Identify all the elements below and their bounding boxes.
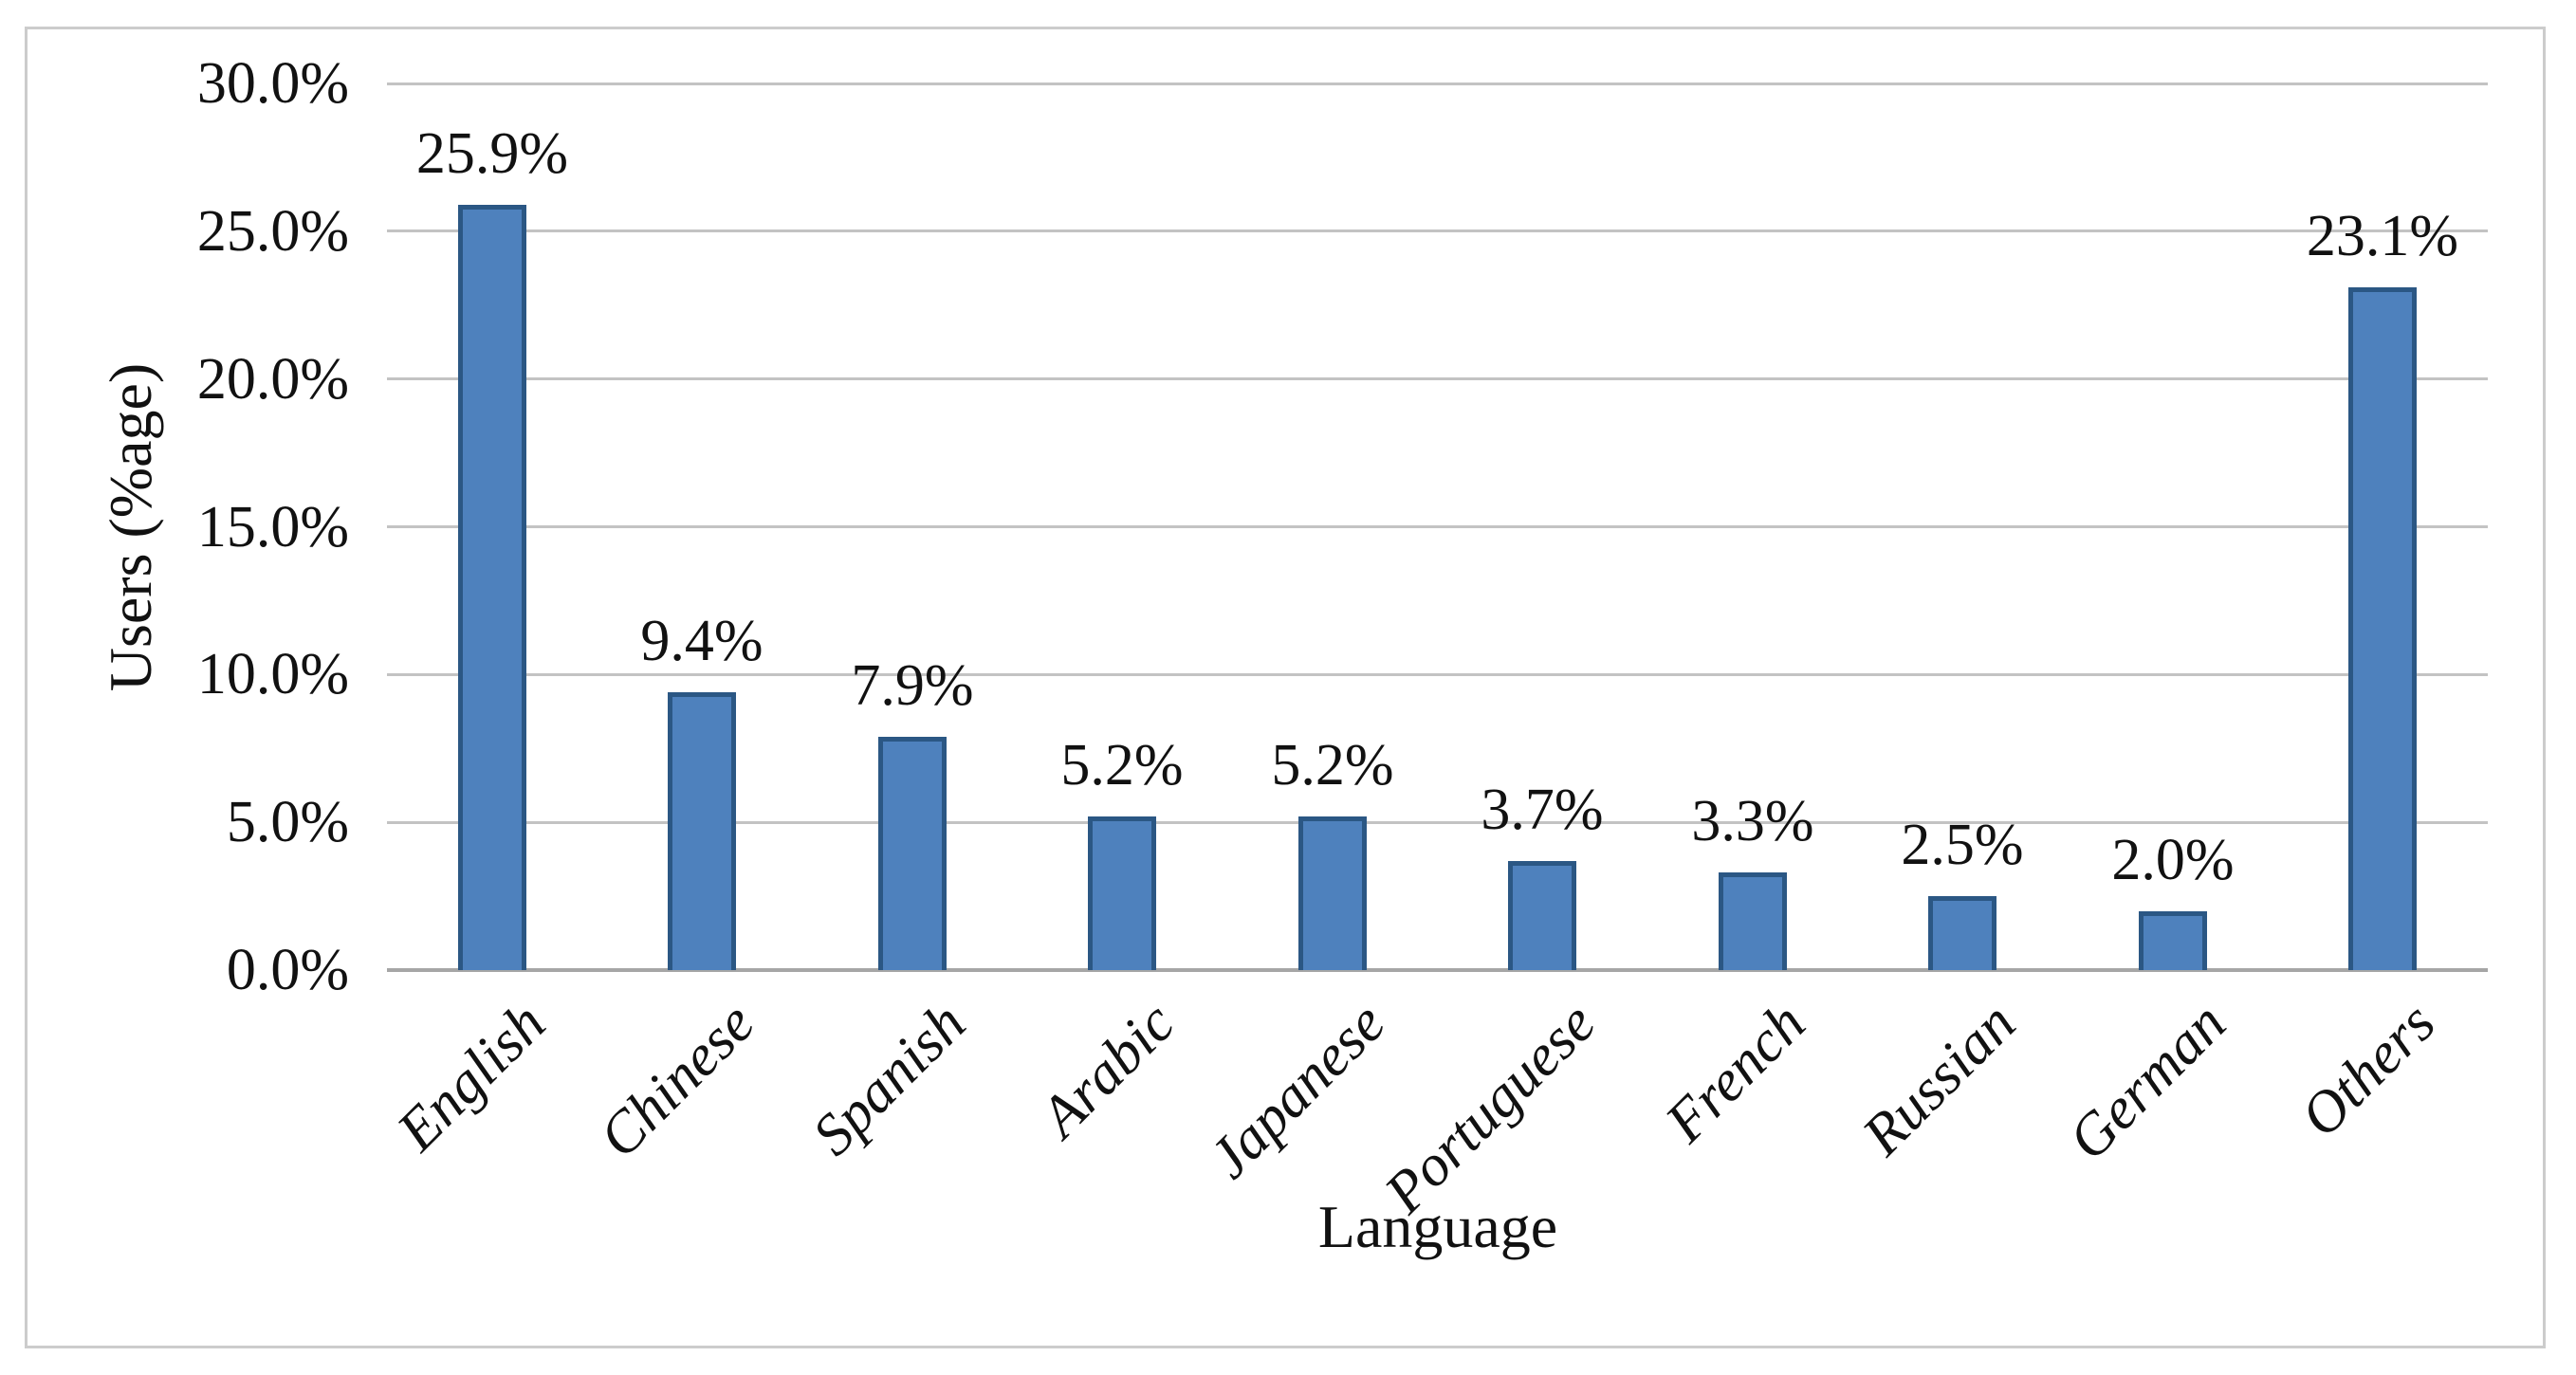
bar-japanese	[1298, 816, 1367, 970]
bar-value-label: 7.9%	[851, 653, 974, 718]
bar-value-label: 3.3%	[1691, 789, 1814, 853]
bar-german	[2139, 911, 2207, 970]
bar-portuguese	[1508, 861, 1576, 970]
bar-value-label: 25.9%	[415, 121, 569, 186]
x-axis-line	[387, 968, 2488, 972]
bar-english	[458, 205, 526, 970]
x-axis-title: Language	[1317, 1193, 1558, 1260]
bar-value-label: 9.4%	[640, 609, 764, 673]
y-tick-label: 15.0%	[196, 495, 349, 559]
bar-chinese	[668, 692, 736, 970]
bar-value-label: 5.2%	[1060, 733, 1184, 798]
y-tick-label: 5.0%	[226, 790, 349, 854]
gridline	[387, 820, 2488, 824]
gridline	[387, 229, 2488, 233]
bar-value-label: 5.2%	[1271, 733, 1394, 798]
gridline	[387, 672, 2488, 676]
bar-russian	[1928, 896, 1996, 970]
bar-others	[2348, 287, 2417, 970]
bar-value-label: 23.1%	[2306, 204, 2459, 268]
y-tick-label: 20.0%	[196, 347, 349, 412]
y-tick-label: 25.0%	[196, 199, 349, 264]
gridline	[387, 377, 2488, 381]
bar-value-label: 2.5%	[1901, 813, 2024, 877]
y-tick-label: 0.0%	[226, 938, 349, 1002]
chart-frame	[25, 27, 2546, 1348]
bar-spanish	[878, 737, 947, 970]
bar-value-label: 3.7%	[1481, 778, 1604, 842]
gridline	[387, 525, 2488, 528]
bar-french	[1719, 872, 1787, 970]
bar-value-label: 2.0%	[2111, 828, 2235, 892]
gridline	[387, 82, 2488, 85]
y-tick-label: 10.0%	[196, 642, 349, 706]
y-tick-label: 30.0%	[196, 51, 349, 116]
bar-arabic	[1088, 816, 1156, 970]
y-axis-title: Users (%age)	[97, 362, 164, 692]
